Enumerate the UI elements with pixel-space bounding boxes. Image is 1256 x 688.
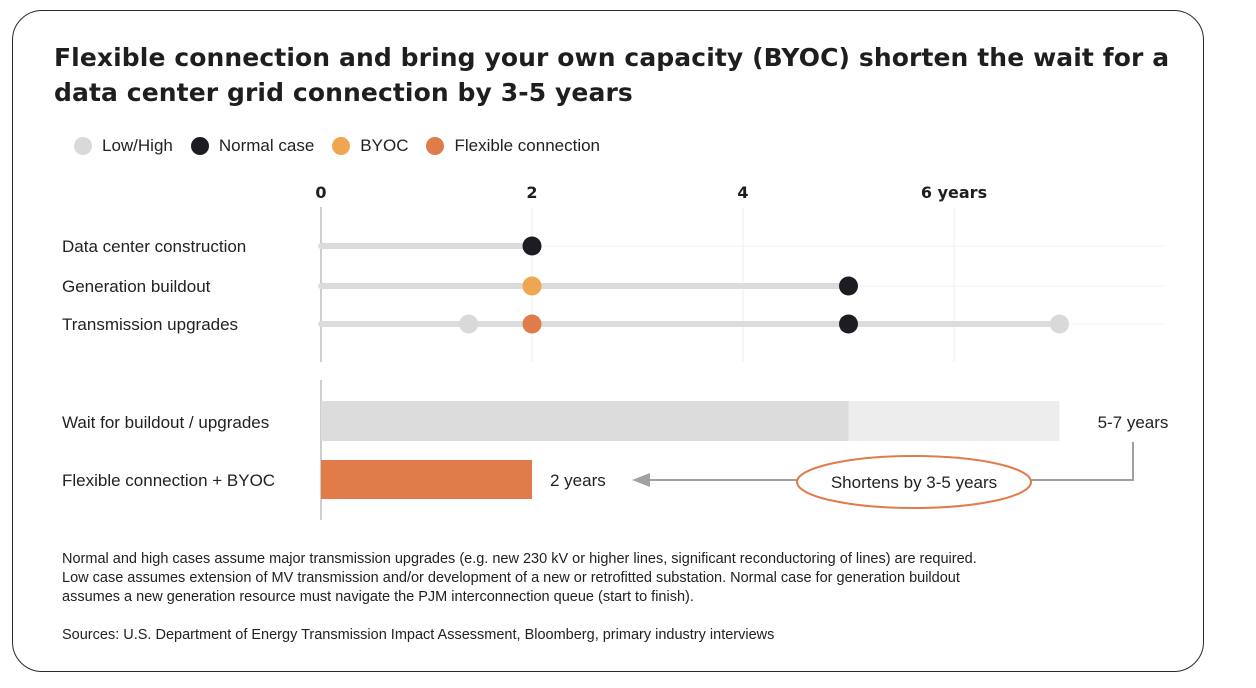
chart-card [12,10,1204,672]
row-label-transmission-upgrades: Transmission upgrades [62,315,238,334]
legend-dot-byoc [332,137,351,155]
legend-item-normal-case: Normal case [190,136,315,156]
tick-label-2: 2 [526,183,537,202]
row-label-data-center-construction: Data center construction [62,237,246,256]
bar-label-wait: Wait for buildout / upgrades [62,413,269,432]
annotation-text: Shortens by 3-5 years [831,473,997,492]
point-flexible-connection [522,314,542,334]
point-normal-case [839,276,858,296]
point-normal-case [839,314,858,334]
legend-dot-normal-case [190,137,209,155]
point-byoc [522,276,542,296]
arrow-head-icon [632,473,650,487]
bar-value-label-wait: 5-7 years [1098,413,1169,432]
footnote-line-1: Normal and high cases assume major trans… [62,551,977,567]
footnote-line-3: assumes a new generation resource must n… [62,589,694,605]
bar-wait-normal [321,401,849,441]
tick-label-0: 0 [315,183,326,202]
legend-item-byoc: BYOC [332,136,408,156]
legend-dot-low-high [74,137,92,155]
legend-label-flexible-connection: Flexible connection [454,136,601,155]
annotation-ellipse [796,455,1032,509]
legend: Low/High Normal case BYOC Flexible conne… [74,136,618,156]
point-normal-case [522,236,542,256]
connector-line [1030,442,1134,481]
row-label-generation-buildout: Generation buildout [62,277,211,296]
point-low-high [459,314,479,334]
bar-value-label-flex: 2 years [550,471,606,490]
point-low-high [1050,314,1069,334]
legend-dot-flexible-connection [426,137,445,155]
legend-item-low-high: Low/High [74,136,173,156]
tick-label-4: 4 [737,183,748,202]
bar-label-flex: Flexible connection + BYOC [62,471,275,490]
tick-label-6: 6 years [921,183,987,202]
sources-note: Sources: U.S. Department of Energy Trans… [62,627,775,643]
legend-label-low-high: Low/High [102,136,173,155]
chart-title: Flexible connection and bring your own c… [54,43,1170,107]
bar-flex [321,460,532,499]
footnote-line-2: Low case assumes extension of MV transmi… [62,570,960,586]
legend-label-byoc: BYOC [360,136,409,155]
legend-label-normal-case: Normal case [218,136,315,155]
legend-item-flexible-connection: Flexible connection [426,136,600,156]
